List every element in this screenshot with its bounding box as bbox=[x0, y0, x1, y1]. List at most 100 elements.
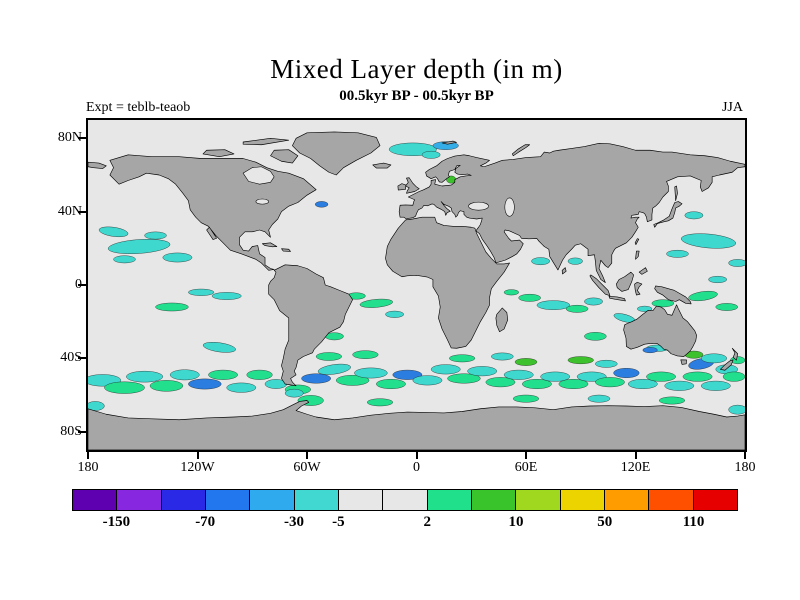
season-label: JJA bbox=[721, 100, 743, 115]
anomaly-region bbox=[467, 366, 497, 377]
colorbar-box bbox=[383, 490, 428, 510]
hudson-bay bbox=[242, 166, 275, 185]
colorbar-box bbox=[161, 490, 206, 510]
anomaly-region bbox=[688, 291, 718, 301]
black-sea bbox=[468, 201, 489, 211]
anomaly-region bbox=[503, 369, 534, 380]
colorbar-tick-label: 10 bbox=[508, 514, 524, 530]
anomaly-region bbox=[162, 252, 193, 263]
lon-tick-label: 180 bbox=[734, 460, 756, 475]
colorbar-tick-label: -70 bbox=[195, 514, 216, 530]
anomaly-region bbox=[664, 380, 695, 391]
lon-tick-label: 60W bbox=[293, 460, 321, 475]
map-frame bbox=[86, 118, 747, 452]
plot-subtitle: 00.5kyr BP - 00.5kyr BP bbox=[339, 88, 494, 104]
continent-greenland-iceland bbox=[292, 131, 392, 176]
anomaly-region bbox=[722, 371, 745, 382]
anomaly-region bbox=[144, 231, 167, 240]
anomaly-region bbox=[503, 289, 519, 296]
anomaly-region bbox=[188, 288, 215, 296]
anomaly-region bbox=[412, 375, 443, 386]
anomaly-region bbox=[531, 257, 550, 266]
anomaly-region bbox=[584, 332, 607, 341]
anomaly-region bbox=[202, 342, 236, 353]
anomaly-region bbox=[522, 379, 552, 389]
anomaly-region bbox=[728, 259, 745, 267]
anomaly-region bbox=[651, 299, 675, 308]
anomaly-region bbox=[226, 382, 257, 393]
anomaly-region bbox=[642, 347, 658, 354]
lat-tick-label: 0 bbox=[36, 277, 82, 293]
continent-eurasia bbox=[88, 140, 745, 283]
anomaly-region bbox=[565, 304, 589, 313]
experiment-label: Expt = teblb-teaob bbox=[86, 100, 191, 115]
anomaly-region bbox=[595, 377, 625, 388]
colorbar-box bbox=[516, 490, 561, 510]
colorbar-tick-label: 50 bbox=[597, 514, 613, 530]
colorbar-tick-label: -30 bbox=[284, 514, 304, 530]
colorbar-tick-label: 110 bbox=[682, 514, 705, 530]
lat-tick-mark bbox=[78, 137, 86, 140]
anomaly-region bbox=[595, 359, 618, 368]
lat-tick-mark bbox=[78, 210, 86, 213]
lon-tick-label: 60E bbox=[514, 460, 538, 475]
lon-tick-mark bbox=[744, 452, 746, 459]
lon-tick-mark bbox=[87, 452, 89, 459]
anomaly-region bbox=[584, 297, 603, 306]
anomaly-region bbox=[513, 394, 539, 403]
colorbar-tick-label: -5 bbox=[332, 514, 345, 530]
anomaly-region bbox=[682, 371, 713, 382]
lon-tick-label: 0 bbox=[413, 460, 420, 475]
anomaly-region bbox=[359, 298, 393, 308]
lat-tick-label: 40S bbox=[60, 350, 82, 366]
anomaly-region bbox=[98, 226, 129, 237]
anomaly-region bbox=[666, 249, 689, 258]
anomaly-region bbox=[126, 370, 164, 383]
lat-tick-mark bbox=[78, 357, 86, 360]
anomaly-region bbox=[449, 354, 476, 363]
lon-tick-mark bbox=[306, 452, 308, 459]
anomaly-region bbox=[659, 396, 685, 405]
lon-tick-label: 120W bbox=[180, 460, 215, 475]
anomaly-region bbox=[367, 398, 393, 407]
anomaly-region bbox=[317, 363, 351, 375]
continent-south-america bbox=[268, 264, 353, 387]
colorbar-box bbox=[427, 490, 472, 510]
lat-tick-label: 40N bbox=[57, 203, 82, 219]
anomaly-region bbox=[88, 401, 105, 411]
anomaly-region bbox=[613, 368, 640, 378]
anomaly-region bbox=[301, 373, 331, 384]
colorbar-box bbox=[205, 490, 251, 510]
anomaly-region bbox=[432, 141, 459, 150]
lat-tick-label: 80S bbox=[60, 423, 82, 439]
anomaly-region bbox=[485, 377, 516, 388]
colorbar-box bbox=[649, 490, 694, 510]
continent-oceania bbox=[589, 271, 739, 371]
anomaly-region bbox=[354, 367, 388, 379]
anomaly-region bbox=[708, 276, 727, 283]
anomaly-layer bbox=[88, 141, 745, 415]
anomaly-region bbox=[567, 356, 594, 365]
colorbar bbox=[72, 489, 738, 511]
anomaly-region bbox=[536, 300, 570, 310]
anomaly-region bbox=[208, 369, 238, 380]
anomaly-region bbox=[421, 150, 441, 159]
colorbar-box bbox=[471, 490, 517, 510]
great-lakes bbox=[255, 198, 269, 205]
anomaly-region bbox=[514, 358, 538, 366]
colorbar-box bbox=[693, 490, 737, 510]
land-layer bbox=[88, 131, 745, 450]
anomaly-region bbox=[701, 380, 731, 391]
colorbar-box bbox=[73, 490, 118, 510]
anomaly-region bbox=[587, 394, 611, 403]
anomaly-region bbox=[728, 404, 745, 415]
lat-tick-mark bbox=[78, 430, 86, 433]
anomaly-region bbox=[491, 352, 514, 361]
anomaly-region bbox=[518, 293, 541, 302]
lon-tick-label: 180 bbox=[77, 460, 99, 475]
lat-tick-label: 80N bbox=[57, 130, 82, 146]
lon-tick-label: 120E bbox=[620, 460, 651, 475]
anomaly-region bbox=[107, 239, 171, 254]
anomaly-region bbox=[684, 211, 704, 220]
